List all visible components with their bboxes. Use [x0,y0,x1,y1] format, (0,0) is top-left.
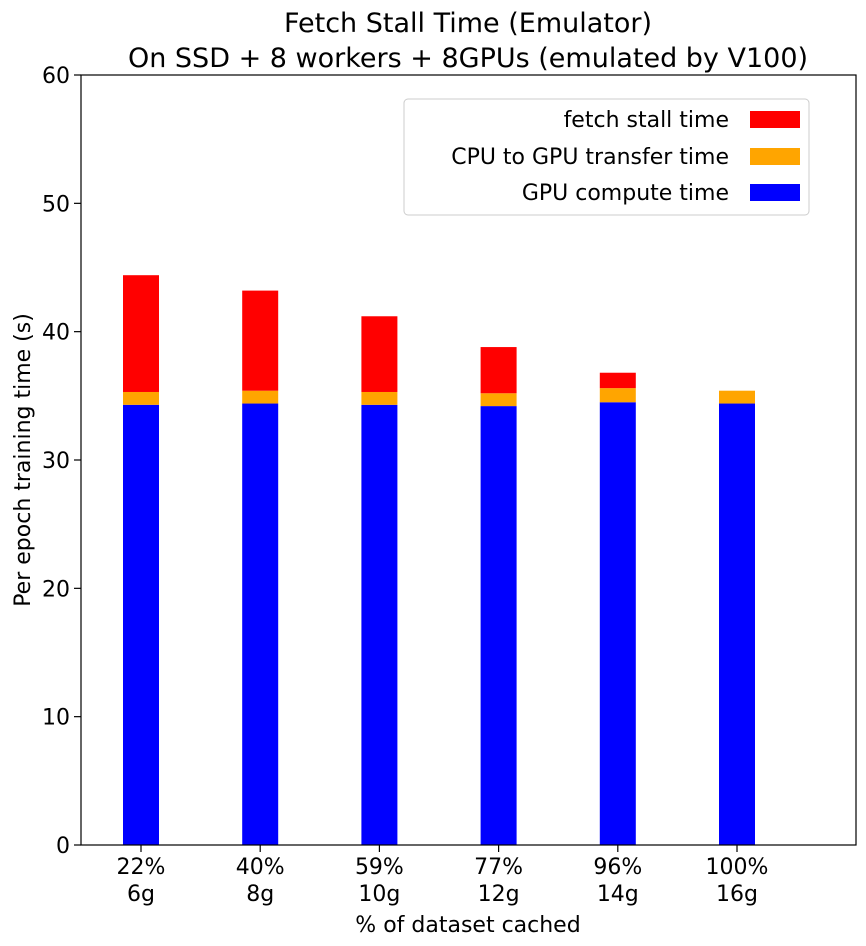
bar-segment-cpu-to-gpu-transfer-time-0 [123,391,159,405]
y-tick-label: 10 [42,706,70,731]
bar-segment-fetch-stall-time-2 [361,316,398,392]
y-axis-label: Per epoch training time (s) [11,313,36,607]
bar-segment-cpu-to-gpu-transfer-time-4 [599,388,636,403]
legend-swatch [750,184,800,201]
chart-title-line1: Fetch Stall Time (Emulator) [284,8,652,39]
x-tick-label-size: 8g [246,882,274,907]
y-tick-label: 50 [42,192,70,217]
x-tick-label-pct: 59% [355,855,404,880]
bars-layer [123,275,755,845]
x-axis: 22%6g 40%8g 59%10g 77%12g 96%14g 100%16g [117,845,769,907]
bar-segment-fetch-stall-time-1 [242,290,279,391]
y-tick-label: 60 [42,64,70,89]
x-tick-label-size: 6g [127,882,155,907]
bar-segment-fetch-stall-time-3 [480,347,517,394]
legend-label: CPU to GPU transfer time [451,145,729,170]
bar-segment-cpu-to-gpu-transfer-time-1 [242,390,279,404]
legend-box [403,98,810,216]
x-tick-label-pct: 96% [593,855,642,880]
x-tick-label-pct: 22% [117,855,166,880]
y-tick-label: 40 [42,321,70,346]
bar-segment-cpu-to-gpu-transfer-time-3 [480,393,517,407]
plot-frame [80,74,857,846]
x-tick-label-pct: 77% [474,855,523,880]
legend-label: GPU compute time [522,181,729,206]
bar-segment-fetch-stall-time-4 [599,372,636,389]
bar-segment-fetch-stall-time-0 [123,275,159,392]
bar-segment-gpu-compute-time-4 [599,402,636,845]
bar-segment-cpu-to-gpu-transfer-time-2 [361,391,398,405]
x-tick-label-pct: 100% [706,855,769,880]
y-tick-label: 20 [42,577,70,602]
bar-segment-gpu-compute-time-3 [480,406,517,845]
x-axis-label: % of dataset cached [355,913,580,938]
x-tick-label-size: 16g [716,882,758,907]
bar-segment-gpu-compute-time-1 [242,403,279,845]
chart-title-line2: On SSD + 8 workers + 8GPUs (emulated by … [128,43,808,74]
legend-swatch [750,148,800,165]
x-tick-label-size: 14g [597,882,639,907]
legend: fetch stall time CPU to GPU transfer time… [403,98,810,216]
x-tick-label-pct: 40% [236,855,285,880]
x-tick-label-size: 10g [358,882,400,907]
y-tick-label: 30 [42,449,70,474]
legend-label: fetch stall time [564,108,729,133]
y-axis: 0 10 20 30 40 50 60 [42,64,81,859]
x-tick-label-size: 12g [478,882,520,907]
bar-segment-cpu-to-gpu-transfer-time-5 [719,390,755,404]
bar-segment-gpu-compute-time-5 [719,403,755,845]
bar-segment-gpu-compute-time-2 [361,404,398,845]
legend-swatch [750,111,800,128]
y-tick-label: 0 [56,834,70,859]
bar-segment-gpu-compute-time-0 [123,404,159,845]
